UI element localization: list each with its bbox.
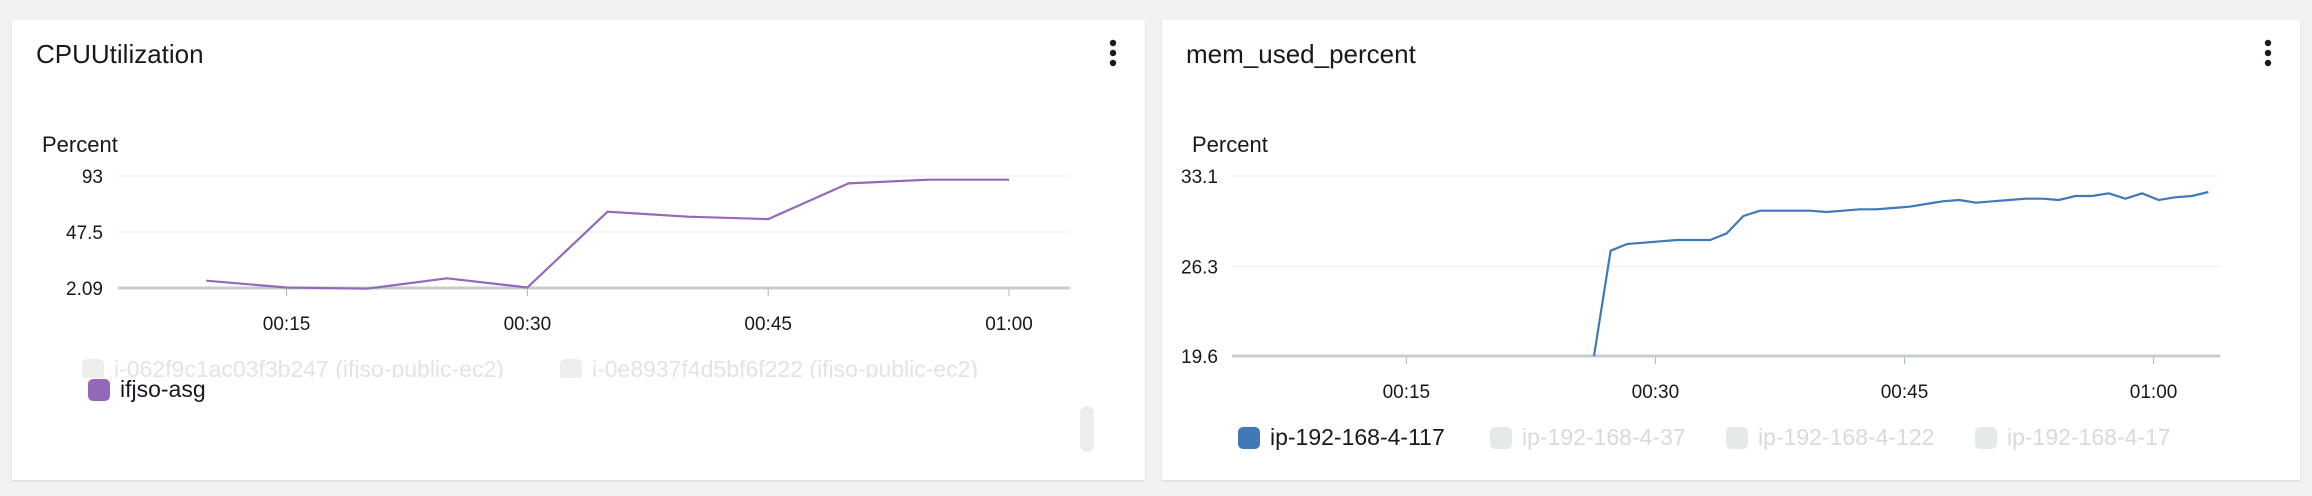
legend-item-partial[interactable]: i-062f9c1ac03f3b247 (ifjso-public-ec2) xyxy=(82,356,504,378)
legend-label: i-062f9c1ac03f3b247 (ifjso-public-ec2) xyxy=(114,356,504,378)
legend-swatch xyxy=(1238,426,1260,449)
cpu-utilization-widget: CPUUtilization Percent 93 47.5 2.09 00:15 00:… xyxy=(12,20,1145,480)
x-tick-label: 00:45 xyxy=(744,314,792,335)
y-tick-label: 19.6 xyxy=(1181,347,1218,368)
y-tick-label: 47.5 xyxy=(66,223,103,244)
widget-menu-button[interactable] xyxy=(2260,38,2276,68)
legend-item-ip-192-168-4-37[interactable]: ip-192-168-4-37 xyxy=(1490,424,1686,451)
vertical-ellipsis-icon xyxy=(1109,39,1117,67)
legend-item-ifjso-asg[interactable]: ifjso-asg xyxy=(88,376,206,403)
legend-label: ip-192-168-4-122 xyxy=(1758,424,1935,450)
legend-item-ip-192-168-4-122[interactable]: ip-192-168-4-122 xyxy=(1726,424,1934,451)
legend-swatch xyxy=(560,358,582,378)
x-tick-label: 01:00 xyxy=(2130,382,2178,403)
x-tick-label: 00:30 xyxy=(1632,382,1680,403)
memory-line-chart: Percent 33.1 26.3 19.6 00:15 00:30 00:45 01:00 xyxy=(1181,132,2220,403)
legend-swatch xyxy=(88,378,110,401)
y-tick-label: 26.3 xyxy=(1181,258,1218,279)
x-tick-label: 00:45 xyxy=(1881,382,1929,403)
legend-item-partial[interactable]: i-0e8937f4d5bf6f222 (ifjso-public-ec2) xyxy=(560,356,978,378)
x-tick-label: 01:00 xyxy=(985,314,1033,335)
mem-used-percent-widget: mem_used_percent Percent 33.1 26.3 19.6 00:1… xyxy=(1162,20,2300,480)
legend-label: ip-192-168-4-37 xyxy=(1522,424,1686,450)
x-tick-label: 00:15 xyxy=(263,314,311,335)
x-tick-label: 00:15 xyxy=(1383,382,1431,403)
y-tick-label: 93 xyxy=(82,167,103,188)
legend-label: i-0e8937f4d5bf6f222 (ifjso-public-ec2) xyxy=(592,356,979,378)
legend-scrolled-row: i-062f9c1ac03f3b247 (ifjso-public-ec2) i… xyxy=(82,348,1082,378)
legend-swatch xyxy=(1726,426,1748,449)
y-axis-unit-label: Percent xyxy=(42,132,118,157)
series-line-ifjso-asg[interactable] xyxy=(206,178,1009,290)
y-tick-label: 33.1 xyxy=(1181,167,1218,188)
legend-swatch xyxy=(1975,426,1997,449)
legend-label: ip-192-168-4-17 xyxy=(2007,424,2171,450)
legend-label: ip-192-168-4-117 xyxy=(1270,424,1445,450)
legend-swatch xyxy=(82,358,104,378)
vertical-ellipsis-icon xyxy=(2264,39,2272,67)
legend-item-ip-192-168-4-117[interactable]: ip-192-168-4-117 xyxy=(1238,424,1445,451)
y-axis-unit-label: Percent xyxy=(1192,132,1268,157)
x-tick-label: 00:30 xyxy=(504,314,552,335)
series-line-ip-192-168-4-117[interactable] xyxy=(1592,190,2209,357)
legend-swatch xyxy=(1490,426,1512,449)
y-tick-label: 2.09 xyxy=(66,279,103,300)
widget-title: CPUUtilization xyxy=(36,39,204,69)
legend-label: ifjso-asg xyxy=(120,376,206,402)
widget-menu-button[interactable] xyxy=(1105,38,1121,68)
widget-title: mem_used_percent xyxy=(1186,39,1416,69)
cpu-line-chart: Percent 93 47.5 2.09 00:15 00:30 00:45 01:00 xyxy=(42,132,1070,335)
legend-scrollbar[interactable] xyxy=(1080,406,1094,452)
legend-item-ip-192-168-4-17[interactable]: ip-192-168-4-17 xyxy=(1975,424,2171,451)
